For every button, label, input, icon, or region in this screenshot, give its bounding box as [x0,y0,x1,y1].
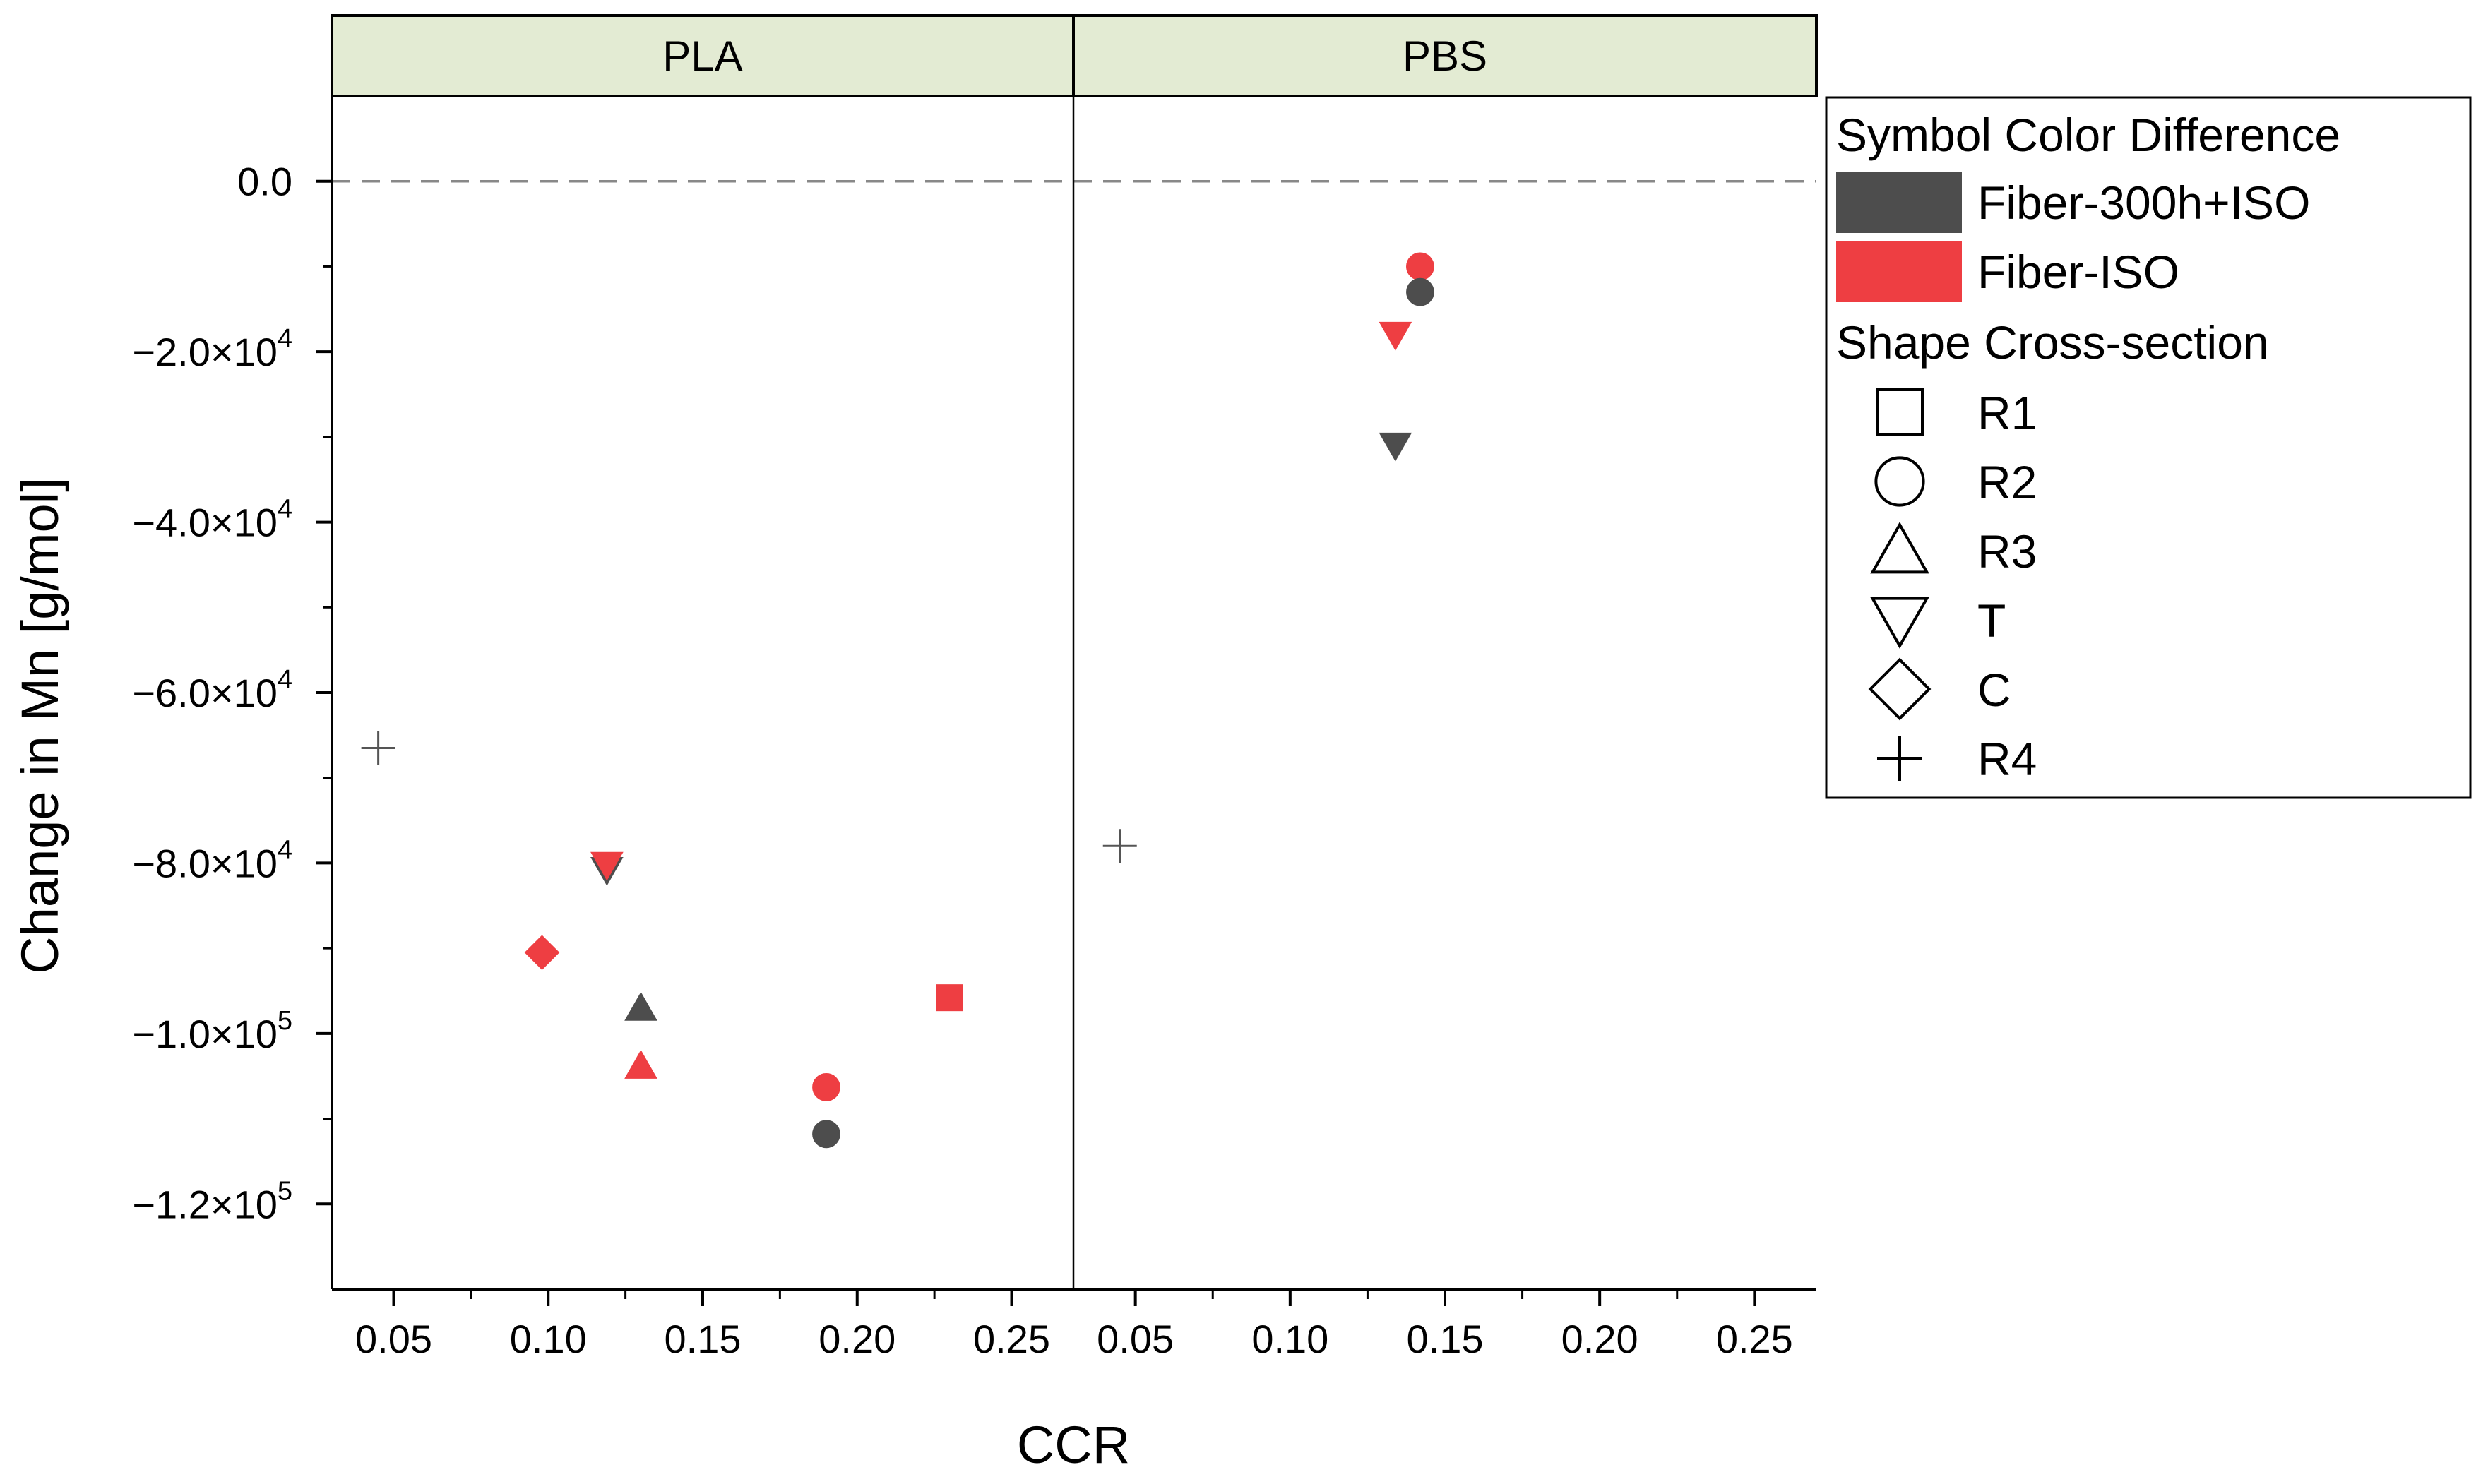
x-tick-label: 0.05 [355,1317,432,1361]
axes: 0.0 −2.0×104 −4.0×104 −6.0×104 −8.0×104 −1.0×… [132,96,1816,1361]
data-point-pbs-r2 [1406,277,1434,306]
legend-color-swatch [1836,241,1962,302]
legend-shape-label: R2 [1977,456,2037,508]
data-point-pbs-r4 [1102,829,1137,863]
panel-area-pbs [1073,96,1816,1289]
x-tick-label: 0.25 [973,1317,1050,1361]
legend-color-label: Fiber-ISO [1977,246,2179,298]
y-tick-label: −1.0×105 [132,1006,292,1056]
panel-header-pla [331,14,1075,97]
y-axis-title: Change in Mn [g/mol] [11,477,69,974]
legend-shape-icon-r3 [1870,522,1929,574]
data-point-pla-r2 [812,1073,840,1101]
panel-title-pla: PLA [662,32,742,80]
x-tick-label: 0.05 [1097,1317,1174,1361]
data-point-pla-r3 [624,1050,657,1079]
x-tick-label: 0.20 [819,1317,895,1361]
data-point-pla-r1 [936,984,963,1012]
legend-shape-label: C [1977,664,2011,716]
y-tick-label: −4.0×104 [132,495,292,545]
panel-title-pbs: PBS [1403,32,1487,80]
x-tick-label: 0.15 [665,1317,742,1361]
x-tick-label: 0.10 [1251,1317,1328,1361]
data-point-pbs-t [1379,321,1412,351]
x-tick-label: 0.15 [1407,1317,1484,1361]
data-point-pla-r2 [812,1120,840,1149]
x-tick-label: 0.25 [1716,1317,1793,1361]
legend-shape-label: R1 [1977,387,2037,439]
legend-shape-label: R4 [1977,733,2037,785]
legend-color-header: Symbol Color Difference [1836,109,2340,161]
legend-color-swatch [1836,172,1962,233]
legend-shape-header: Shape Cross-section [1836,316,2269,369]
titles: CCR Change in Mn [g/mol] [11,477,1130,1474]
y-tick-label: −2.0×104 [132,324,292,374]
x-axis-title: CCR [1017,1416,1130,1474]
x-tick-label: 0.20 [1561,1317,1638,1361]
data-point-pla-t [590,851,624,881]
legend-color-label: Fiber-300h+ISO [1977,176,2310,229]
y-tick-label: 0.0 [237,160,292,204]
legend-shape-label: T [1977,594,2006,647]
data-point-pla-r4 [361,731,395,765]
data-point-pbs-r2 [1406,252,1434,281]
data-point-pla-c [524,935,560,970]
panel-header-pbs [1072,14,1818,97]
legend-shape-icon-c [1868,657,1932,721]
y-tick-label: −8.0×104 [132,835,292,885]
legend-shape-icon-r2 [1874,456,1925,507]
legend-shape-icon-r1 [1876,388,1924,436]
data-point-pbs-t [1379,432,1412,462]
legend-shape-icon-r4 [1877,736,1922,781]
data-point-pla-r3 [624,991,657,1021]
panel-area-pla [332,96,1073,1289]
legend: Symbol Color Difference Fiber-300h+ISO Fib… [1825,96,2472,799]
x-tick-label: 0.10 [510,1317,587,1361]
data-points [361,252,1434,1149]
y-tick-label: −6.0×104 [132,665,292,715]
legend-shape-label: R3 [1977,525,2037,578]
panel-frames: PLA PBS [331,14,1818,1289]
legend-shape-icon-t [1870,597,1929,649]
y-tick-label: −1.2×105 [132,1176,292,1226]
